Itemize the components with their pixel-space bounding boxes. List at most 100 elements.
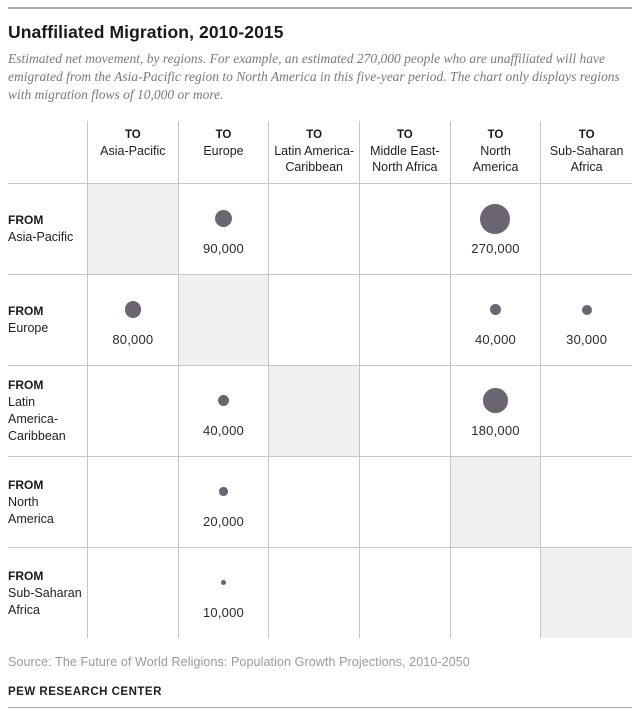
row-header-latin-america-caribbean: FROM Latin America- Caribbean [8,365,88,456]
column-header-middle-east-north-africa: TO Middle East- North Africa [360,121,451,183]
cell-from-asia-pacific-to-middle-east-north-africa [359,183,451,274]
flow-bubble-latin-america-caribbean-to-north-america [483,388,508,413]
flow-value-label: 40,000 [203,422,244,438]
column-header-region-name: North [480,144,511,158]
column-header-region-name: North Africa [372,160,438,174]
cell-from-north-america-to-middle-east-north-africa [359,456,451,547]
cell-from-europe-to-europe [178,274,270,365]
cell-from-north-america-to-latin-america-caribbean [269,456,360,547]
column-header-sub-saharan-africa: TO Sub-Saharan Africa [541,121,632,183]
row-header-region-name: Caribbean [8,429,66,443]
flow-bubble-europe-to-asia-pacific [124,301,141,318]
cell-from-asia-pacific-to-north-america: 270,000 [450,183,542,274]
cell-from-north-america-to-asia-pacific [88,456,179,547]
cell-from-latin-america-caribbean-to-north-america: 180,000 [450,365,542,456]
column-header-region-name: Europe [203,144,244,158]
row-header-from-label: FROM [8,568,44,583]
cell-from-latin-america-caribbean-to-sub-saharan-africa [541,365,632,456]
flow-bubble-asia-pacific-to-europe [214,209,233,228]
flow-bubble-asia-pacific-to-north-america [480,203,511,234]
column-header-latin-america-caribbean: TO Latin America- Caribbean [269,121,360,183]
cell-from-europe-to-north-america: 40,000 [450,274,542,365]
bubble-wrap [214,202,233,236]
flow-value-label: 10,000 [203,604,244,620]
flow-value-label: 270,000 [471,240,520,256]
flow-bubble-north-america-to-europe [219,487,228,496]
row-header-north-america: FROM North America [8,456,88,547]
cell-from-europe-to-asia-pacific: 80,000 [88,274,179,365]
row-header-from-label: FROM [8,213,44,227]
row-header-region-name: Europe [8,321,49,335]
row-header-region-name: Africa [8,602,40,617]
chart-subtitle: Estimated net movement, by regions. For … [8,51,620,102]
cell-from-asia-pacific-to-latin-america-caribbean [269,183,360,274]
cell-from-asia-pacific-to-asia-pacific [88,183,179,274]
row-header-from-label: FROM [8,477,44,492]
bubble-wrap [480,202,511,236]
cell-from-sub-saharan-africa-to-sub-saharan-africa [541,547,632,638]
cell-from-sub-saharan-africa-to-north-america [450,547,542,638]
bubble-wrap [483,384,508,418]
cell-from-sub-saharan-africa-to-middle-east-north-africa [359,547,451,638]
cell-from-latin-america-caribbean-to-middle-east-north-africa [359,365,451,456]
column-header-to-label: TO [215,129,232,141]
flow-bubble-europe-to-sub-saharan-africa [581,304,592,315]
column-header-region-name: Asia-Pacific [100,144,166,158]
chart-card: Unaffiliated Migration, 2010-2015 Estima… [0,7,640,708]
row-header-europe: FROM Europe [8,274,88,365]
flow-value-label: 40,000 [475,331,516,347]
row-header-region-name: Latin America- [8,395,59,426]
cell-from-latin-america-caribbean-to-europe: 40,000 [178,365,270,456]
flow-value-label: 90,000 [203,240,244,256]
cell-from-sub-saharan-africa-to-latin-america-caribbean [269,547,360,638]
row-header-region-name: Asia-Pacific [8,230,74,244]
column-header-to-label: TO [487,129,504,141]
flow-value-label: 80,000 [112,331,154,347]
column-header-region-name: Africa [570,160,603,174]
row-header-region-name: Sub-Saharan [8,585,82,600]
column-header-region-name: Sub-Saharan [549,144,624,158]
flow-bubble-sub-saharan-africa-to-europe [220,579,227,586]
row-header-sub-saharan-africa: FROM Sub-Saharan Africa [8,547,88,638]
cell-from-sub-saharan-africa-to-asia-pacific [88,547,179,638]
flow-bubble-latin-america-caribbean-to-europe [217,394,230,407]
migration-bubble-matrix: TO Asia-Pacific TO Europe TO Latin America- Ca… [8,121,632,638]
row-header-asia-pacific: FROM Asia-Pacific [8,183,88,274]
cell-from-north-america-to-sub-saharan-africa [541,456,632,547]
column-header-region-name: America [472,160,519,174]
bubble-wrap [581,293,592,327]
row-header-region-name: North America [8,494,54,526]
column-header-to-label: TO [306,129,323,141]
cell-from-europe-to-sub-saharan-africa: 30,000 [541,274,632,365]
flow-value-label: 20,000 [203,513,244,529]
cell-from-europe-to-middle-east-north-africa [359,274,451,365]
column-header-region-name: Latin America- [274,144,355,158]
cell-from-north-america-to-north-america [450,456,542,547]
top-rule [8,7,632,9]
cell-from-europe-to-latin-america-caribbean [269,274,360,365]
cell-from-north-america-to-europe: 20,000 [178,456,270,547]
bubble-wrap [217,384,230,418]
flow-bubble-europe-to-north-america [489,303,502,316]
column-header-asia-pacific: TO Asia-Pacific [88,121,179,183]
column-header-to-label: TO [124,129,141,141]
column-header-europe: TO Europe [179,121,270,183]
row-header-from-label: FROM [8,378,44,392]
column-header-north-america: TO North America [451,121,542,183]
cell-from-latin-america-caribbean-to-latin-america-caribbean [269,365,360,456]
matrix-corner-cell [8,121,88,183]
bubble-wrap [489,293,502,327]
bubble-wrap [124,293,141,327]
cell-from-sub-saharan-africa-to-europe: 10,000 [178,547,270,638]
cell-from-latin-america-caribbean-to-asia-pacific [88,365,179,456]
cell-from-asia-pacific-to-sub-saharan-africa [541,183,632,274]
cell-from-asia-pacific-to-europe: 90,000 [178,183,270,274]
column-header-region-name: Caribbean [285,160,343,174]
source-note: Source: The Future of World Religions: P… [8,655,470,669]
page-title: Unaffiliated Migration, 2010-2015 [8,22,284,42]
bottom-rule [8,707,632,708]
row-header-from-label: FROM [8,304,44,318]
flow-value-label: 30,000 [566,331,608,347]
column-header-to-label: TO [396,129,413,141]
column-header-to-label: TO [578,129,595,141]
